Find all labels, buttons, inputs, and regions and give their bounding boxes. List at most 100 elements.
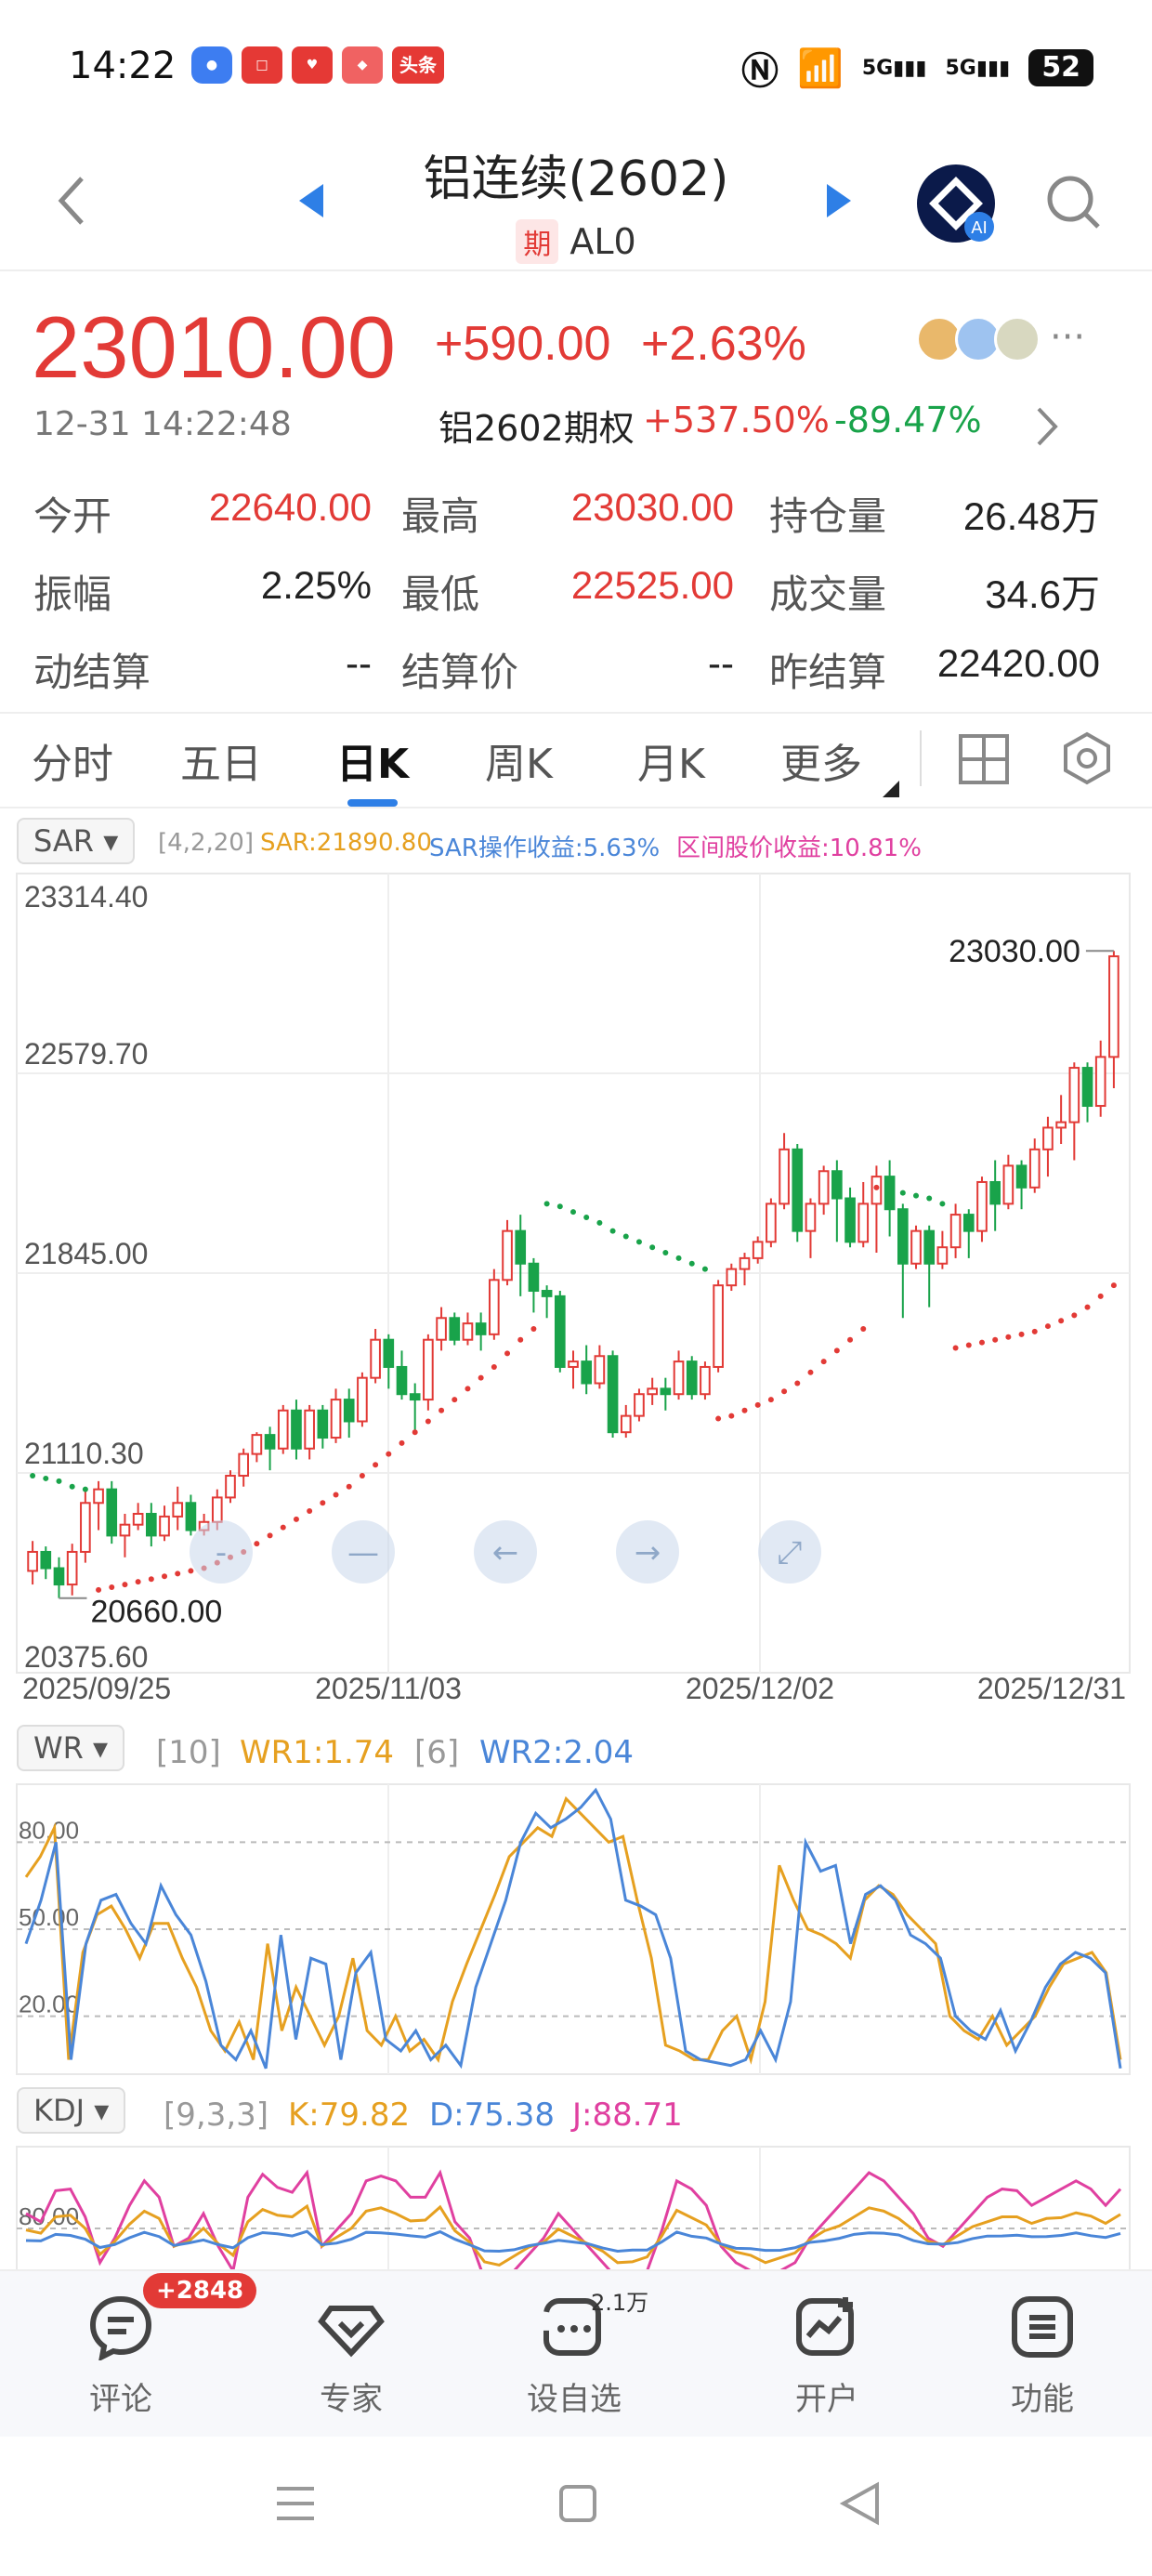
- svg-text:-: -: [216, 1534, 227, 1571]
- expert-button[interactable]: 专家: [277, 2293, 425, 2419]
- sar-dot: [860, 1325, 867, 1332]
- candle-up: [647, 1387, 658, 1396]
- kdj-indicator-dropdown[interactable]: KDJ ▾: [17, 2087, 126, 2134]
- sar-dot: [491, 1363, 497, 1370]
- candle-down: [317, 1409, 329, 1439]
- tab-monthly-k[interactable]: 月K: [637, 741, 705, 788]
- candle-up: [159, 1515, 170, 1537]
- ai-assistant-icon[interactable]: AI: [914, 162, 998, 245]
- kdj-j-line: [25, 2169, 1122, 2269]
- wr-tick-label: 50.00: [19, 1903, 79, 1931]
- open-account-button[interactable]: 开户: [753, 2293, 901, 2419]
- tab-daily-k[interactable]: 日K: [336, 741, 410, 788]
- back-icon[interactable]: [54, 173, 91, 229]
- sar-dot: [926, 1195, 933, 1202]
- menu-nav-icon[interactable]: [275, 2483, 316, 2524]
- contract-code-text: AL0: [569, 221, 636, 262]
- candle-up: [857, 1203, 870, 1243]
- candle-up: [93, 1488, 104, 1505]
- sar-dot: [992, 1336, 999, 1343]
- sar-dot: [452, 1397, 458, 1403]
- sar-op-gain: SAR操作收益:5.63%: [429, 835, 661, 862]
- candle-up: [1042, 1126, 1054, 1150]
- sar-dot: [583, 1215, 590, 1221]
- back-nav-icon[interactable]: [840, 2481, 881, 2526]
- candle-down: [897, 1208, 909, 1265]
- candle-up: [462, 1322, 474, 1341]
- add-watchlist-label: 设自选: [527, 2381, 622, 2418]
- status-indicators: Ⓝ 📶 5G▮▮▮ 5G▮▮▮ 52: [741, 41, 1094, 95]
- candle-down: [989, 1180, 1001, 1205]
- sar-dot: [109, 1584, 115, 1590]
- grid-layout-icon[interactable]: [957, 732, 1011, 786]
- candle-down: [962, 1214, 975, 1232]
- stat-value: 22640.00: [208, 485, 372, 529]
- contract-code: 期 AL0: [0, 219, 1152, 264]
- wr-indicator-dropdown[interactable]: WR ▾: [17, 1725, 125, 1771]
- commentator-avatars[interactable]: [916, 316, 1041, 362]
- sar-dot: [530, 1325, 537, 1332]
- more-icon[interactable]: ···: [1050, 316, 1086, 359]
- sar-dot: [346, 1483, 352, 1490]
- functions-menu-icon: [1012, 2296, 1073, 2358]
- stat-label: 振幅: [33, 572, 112, 617]
- kline-chart[interactable]: 23314.40 22579.70 21845.00 21110.30 20375.60…: [0, 864, 1152, 1701]
- prev-stock-icon[interactable]: [295, 182, 327, 219]
- zoom-out-icon[interactable]: -: [190, 1520, 253, 1584]
- stat-label: 成交量: [769, 572, 887, 617]
- sar-dot: [873, 1184, 880, 1190]
- sar-dot: [886, 1187, 893, 1193]
- x-tick-label: 2025/09/25: [22, 1672, 171, 1701]
- candle-down: [923, 1229, 936, 1265]
- sar-dot: [1058, 1318, 1065, 1324]
- sar-dot: [939, 1201, 946, 1207]
- sar-dot: [465, 1386, 471, 1392]
- candle-up: [700, 1365, 711, 1396]
- tab-weekly-k[interactable]: 周K: [485, 741, 553, 788]
- fullscreen-icon[interactable]: ⤢: [758, 1520, 821, 1584]
- candle-up: [277, 1409, 289, 1450]
- candle-up: [1068, 1067, 1080, 1124]
- settings-icon[interactable]: [1059, 730, 1115, 786]
- sar-dot: [741, 1407, 748, 1413]
- candle-up: [119, 1523, 131, 1537]
- home-nav-icon[interactable]: [557, 2483, 598, 2524]
- search-icon[interactable]: [1044, 173, 1104, 232]
- sar-dot: [675, 1255, 682, 1261]
- wr-param-1: [10]: [156, 1734, 221, 1771]
- sar-dot: [69, 1483, 75, 1490]
- zoom-in-icon[interactable]: —: [332, 1520, 395, 1584]
- chevron-right-icon[interactable]: [1033, 403, 1061, 450]
- next-stock-icon[interactable]: [823, 182, 855, 219]
- main-indicator-dropdown[interactable]: SAR ▾: [17, 818, 136, 864]
- add-watchlist-button[interactable]: 设自选: [500, 2293, 648, 2419]
- quote-datetime: 12-31 14:22:48: [33, 405, 292, 443]
- avatar: [994, 316, 1041, 362]
- pan-left-icon[interactable]: ←: [474, 1520, 537, 1584]
- option-label[interactable]: 铝2602期权: [439, 408, 635, 449]
- comment-label: 评论: [89, 2381, 152, 2418]
- candle-down: [607, 1355, 619, 1434]
- sar-dot: [609, 1228, 616, 1234]
- functions-button[interactable]: 功能: [968, 2293, 1117, 2419]
- tab-intraday[interactable]: 分时: [32, 741, 113, 788]
- tab-more[interactable]: 更多: [780, 741, 862, 788]
- candle-up: [225, 1475, 236, 1499]
- tab-five-day[interactable]: 五日: [180, 741, 262, 788]
- sar-dot: [833, 1347, 840, 1354]
- sar-dot: [965, 1342, 972, 1348]
- pan-right-icon[interactable]: →: [616, 1520, 679, 1584]
- sar-dot: [122, 1582, 128, 1588]
- candle-up: [502, 1229, 513, 1281]
- comment-button[interactable]: 评论: [46, 2293, 195, 2419]
- sar-dot: [359, 1473, 365, 1479]
- page-title: 铝连续(2602): [423, 151, 729, 207]
- tabs-divider-top: [0, 712, 1152, 714]
- sar-dot: [952, 1345, 959, 1351]
- candle-down: [409, 1393, 421, 1401]
- sar-dot: [399, 1439, 405, 1446]
- kdj-indicator-label: KDJ: [33, 2093, 85, 2128]
- svg-text:←: ←: [492, 1534, 519, 1571]
- sar-dot: [1031, 1328, 1038, 1334]
- candle-up: [304, 1409, 315, 1450]
